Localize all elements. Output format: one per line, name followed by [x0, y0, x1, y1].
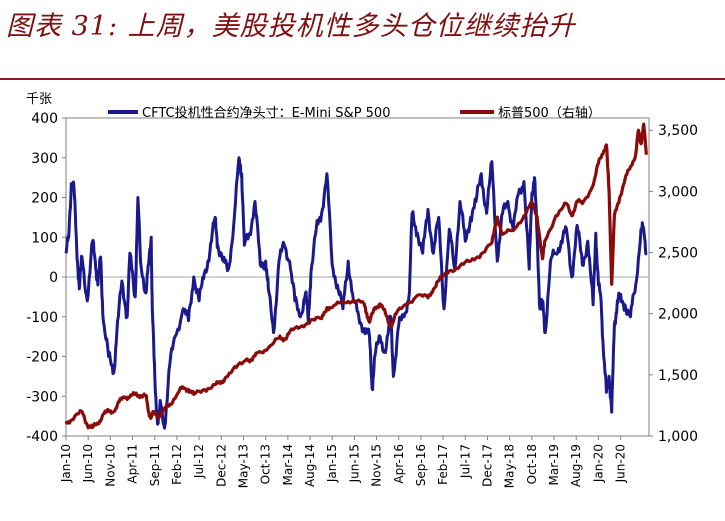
y-left-tick-label: 0	[49, 270, 58, 286]
y-right-tick-label: 3,500	[658, 123, 698, 139]
y-left-tick-label: 200	[31, 191, 58, 207]
y-left-unit: 千张	[26, 92, 52, 107]
y-left-tick-label: -100	[26, 310, 58, 326]
x-tick-label: Sep-16	[414, 444, 428, 486]
x-tick-label: Jul-12	[192, 444, 206, 479]
series-line-spx	[64, 122, 648, 430]
x-tick-label: May-13	[236, 444, 250, 488]
x-tick-label: Jul-17	[458, 444, 472, 479]
y-left-tick-label: 100	[31, 230, 58, 246]
y-right-tick-label: 1,500	[658, 368, 698, 384]
y-left-tick-label: 300	[31, 151, 58, 167]
series-layer	[64, 122, 648, 430]
x-tick-label: Mar-19	[547, 444, 561, 485]
series-line-cftc	[64, 156, 648, 430]
x-tick-label: Jan-10	[59, 444, 73, 483]
x-tick-label: Dec-17	[481, 444, 495, 487]
x-tick-label: Jun-15	[347, 444, 361, 483]
y-right-tick-label: 2,500	[658, 246, 698, 262]
x-tick-label: Nov-15	[370, 444, 384, 487]
x-tick-label: Mar-14	[281, 444, 295, 485]
x-tick-label: Jun-20	[614, 444, 628, 483]
x-tick-label: Apr-16	[392, 444, 406, 484]
x-tick-label: Aug-14	[303, 444, 317, 487]
page-title: 图表 31: 上周，美股投机性多头仓位继续抬升	[6, 11, 576, 42]
x-tick-label: Dec-12	[214, 444, 228, 487]
legend-label-spx: 标普500（右轴）	[498, 106, 601, 121]
x-tick-label: Nov-10	[103, 444, 117, 487]
x-tick-label: Oct-13	[259, 444, 273, 484]
x-tick-label: Feb-12	[170, 444, 184, 485]
y-left-tick-label: -300	[26, 389, 58, 405]
y-right-axis: 1,000 1,500 2,000 2,500 3,000 3,500	[649, 123, 698, 445]
y-right-tick-label: 2,000	[658, 307, 698, 323]
x-tick-label: May-18	[503, 444, 517, 488]
y-left-axis: -400 -300 -200 -100 0 100 200 300 400	[26, 111, 66, 445]
y-right-tick-label: 1,000	[658, 429, 698, 445]
x-axis: Jan-10 Jun-10 Nov-10 Apr-11 Sep-11 Feb-12 Jul-…	[59, 436, 628, 488]
x-tick-label: Jun-10	[81, 444, 95, 483]
title-divider	[0, 78, 725, 80]
x-tick-label: Apr-11	[126, 444, 140, 484]
x-tick-label: Aug-19	[569, 444, 583, 487]
legend: CFTC投机性合约净头寸：E-Mini S&P 500 标普500（右轴）	[108, 105, 601, 121]
y-left-tick-label: -200	[26, 350, 58, 366]
y-left-tick-label: -400	[26, 429, 58, 445]
legend-label-cftc: CFTC投机性合约净头寸：E-Mini S&P 500	[142, 105, 390, 121]
y-right-tick-label: 3,000	[658, 184, 698, 200]
x-tick-label: Sep-11	[148, 444, 162, 486]
y-left-tick-label: 400	[31, 111, 58, 127]
x-tick-label: Jan-20	[591, 444, 605, 483]
x-tick-label: Feb-17	[436, 444, 450, 485]
x-tick-label: Jan-15	[325, 444, 339, 483]
x-tick-label: Oct-18	[525, 444, 539, 484]
